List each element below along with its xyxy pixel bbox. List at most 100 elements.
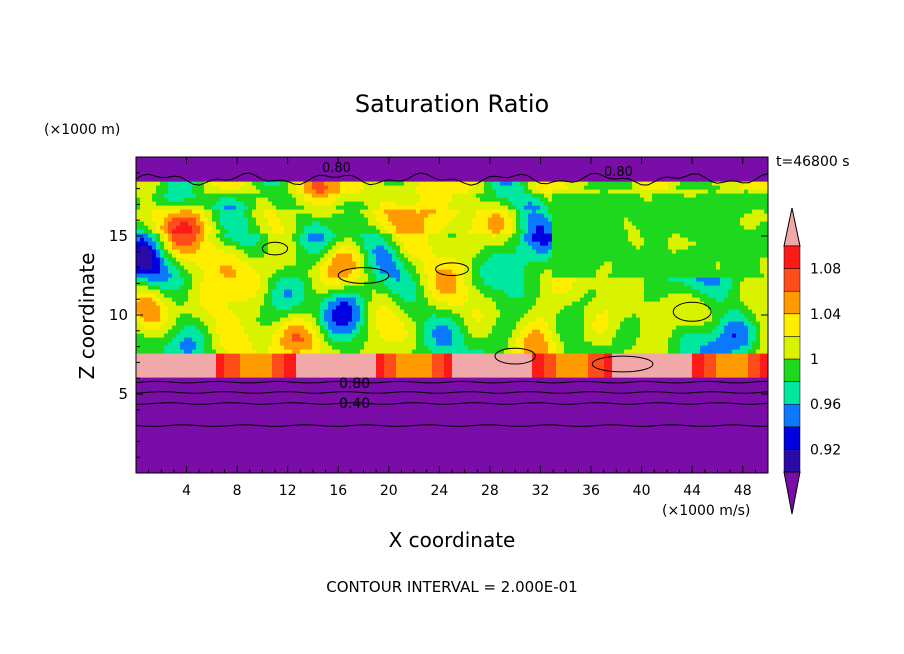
heatmap-cell	[696, 437, 701, 442]
heatmap-cell	[736, 469, 741, 473]
heatmap-cell	[432, 361, 437, 366]
heatmap-cell	[452, 457, 457, 462]
heatmap-cell	[556, 413, 561, 418]
heatmap-cell	[448, 449, 453, 454]
heatmap-cell	[640, 409, 645, 414]
heatmap-cell	[720, 417, 725, 422]
heatmap-cell	[380, 393, 385, 398]
heatmap-cell	[212, 445, 217, 450]
heatmap-cell	[448, 385, 453, 390]
heatmap-cell	[304, 453, 309, 458]
heatmap-cell	[252, 453, 257, 458]
heatmap-cell	[512, 465, 517, 470]
heatmap-cell	[416, 389, 421, 394]
heatmap-cell	[636, 385, 641, 390]
heatmap-cell	[728, 349, 733, 354]
heatmap-cell	[168, 353, 173, 358]
heatmap-cell	[516, 465, 521, 470]
heatmap-cell	[500, 369, 505, 374]
heatmap-cell	[584, 429, 589, 434]
heatmap-cell	[392, 401, 397, 406]
heatmap-cell	[492, 441, 497, 446]
heatmap-cell	[200, 413, 205, 418]
heatmap-cell	[336, 405, 341, 410]
heatmap-cell	[432, 393, 437, 398]
heatmap-cell	[440, 377, 445, 382]
heatmap-cell	[552, 413, 557, 418]
heatmap-cell	[224, 349, 229, 354]
heatmap-cell	[292, 357, 297, 362]
heatmap-cell	[560, 393, 565, 398]
heatmap-cell	[284, 357, 289, 362]
heatmap-cell	[320, 445, 325, 450]
heatmap-cell	[624, 373, 629, 378]
heatmap-cell	[748, 453, 753, 458]
heatmap-cell	[432, 429, 437, 434]
heatmap-cell	[588, 385, 593, 390]
heatmap-cell	[436, 381, 441, 386]
heatmap-cell	[440, 433, 445, 438]
heatmap-cell	[592, 465, 597, 470]
heatmap-cell	[228, 393, 233, 398]
heatmap-cell	[688, 453, 693, 458]
heatmap-cell	[548, 469, 553, 473]
heatmap-cell	[416, 357, 421, 362]
heatmap-cell	[184, 437, 189, 442]
heatmap-cell	[472, 393, 477, 398]
heatmap-cell	[372, 373, 377, 378]
heatmap-cell	[576, 377, 581, 382]
heatmap-cell	[300, 389, 305, 394]
heatmap-cell	[460, 405, 465, 410]
heatmap-cell	[144, 345, 149, 350]
heatmap-cell	[368, 353, 373, 358]
heatmap-cell	[192, 461, 197, 466]
heatmap-cell	[528, 437, 533, 442]
heatmap-cell	[208, 389, 213, 394]
heatmap-cell	[228, 429, 233, 434]
heatmap-cell	[200, 377, 205, 382]
heatmap-cell	[468, 369, 473, 374]
heatmap-cell	[496, 409, 501, 414]
heatmap-cell	[592, 405, 597, 410]
heatmap-cell	[472, 397, 477, 402]
heatmap-cell	[416, 373, 421, 378]
heatmap-cell	[428, 449, 433, 454]
heatmap-cell	[392, 457, 397, 462]
heatmap-cell	[320, 381, 325, 386]
heatmap-cell	[424, 437, 429, 442]
heatmap-cell	[364, 453, 369, 458]
heatmap-cell	[532, 393, 537, 398]
heatmap-cell	[552, 409, 557, 414]
heatmap-cell	[512, 381, 517, 386]
heatmap-cell	[520, 433, 525, 438]
heatmap-cell	[164, 449, 169, 454]
heatmap-cell	[588, 381, 593, 386]
heatmap-cell	[176, 453, 181, 458]
heatmap-cell	[476, 345, 481, 350]
heatmap-cell	[208, 413, 213, 418]
heatmap-cell	[516, 361, 521, 366]
heatmap-cell	[188, 401, 193, 406]
heatmap-cell	[516, 381, 521, 386]
heatmap-cell	[248, 437, 253, 442]
heatmap-cell	[708, 405, 713, 410]
heatmap-cell	[656, 417, 661, 422]
heatmap-cell	[744, 461, 749, 466]
heatmap-cell	[240, 469, 245, 473]
heatmap-cell	[300, 469, 305, 473]
heatmap-cell	[432, 373, 437, 378]
heatmap-cell	[196, 465, 201, 470]
heatmap-cell	[652, 409, 657, 414]
heatmap-cell	[360, 345, 365, 350]
heatmap-cell	[244, 433, 249, 438]
heatmap-cell	[212, 397, 217, 402]
heatmap-cell	[432, 365, 437, 370]
heatmap-cell	[584, 449, 589, 454]
heatmap-cell	[352, 401, 357, 406]
heatmap-cell	[520, 461, 525, 466]
heatmap-cell	[476, 393, 481, 398]
heatmap-cell	[748, 377, 753, 382]
heatmap-cell	[328, 469, 333, 473]
heatmap-cell	[340, 353, 345, 358]
heatmap-cell	[416, 465, 421, 470]
